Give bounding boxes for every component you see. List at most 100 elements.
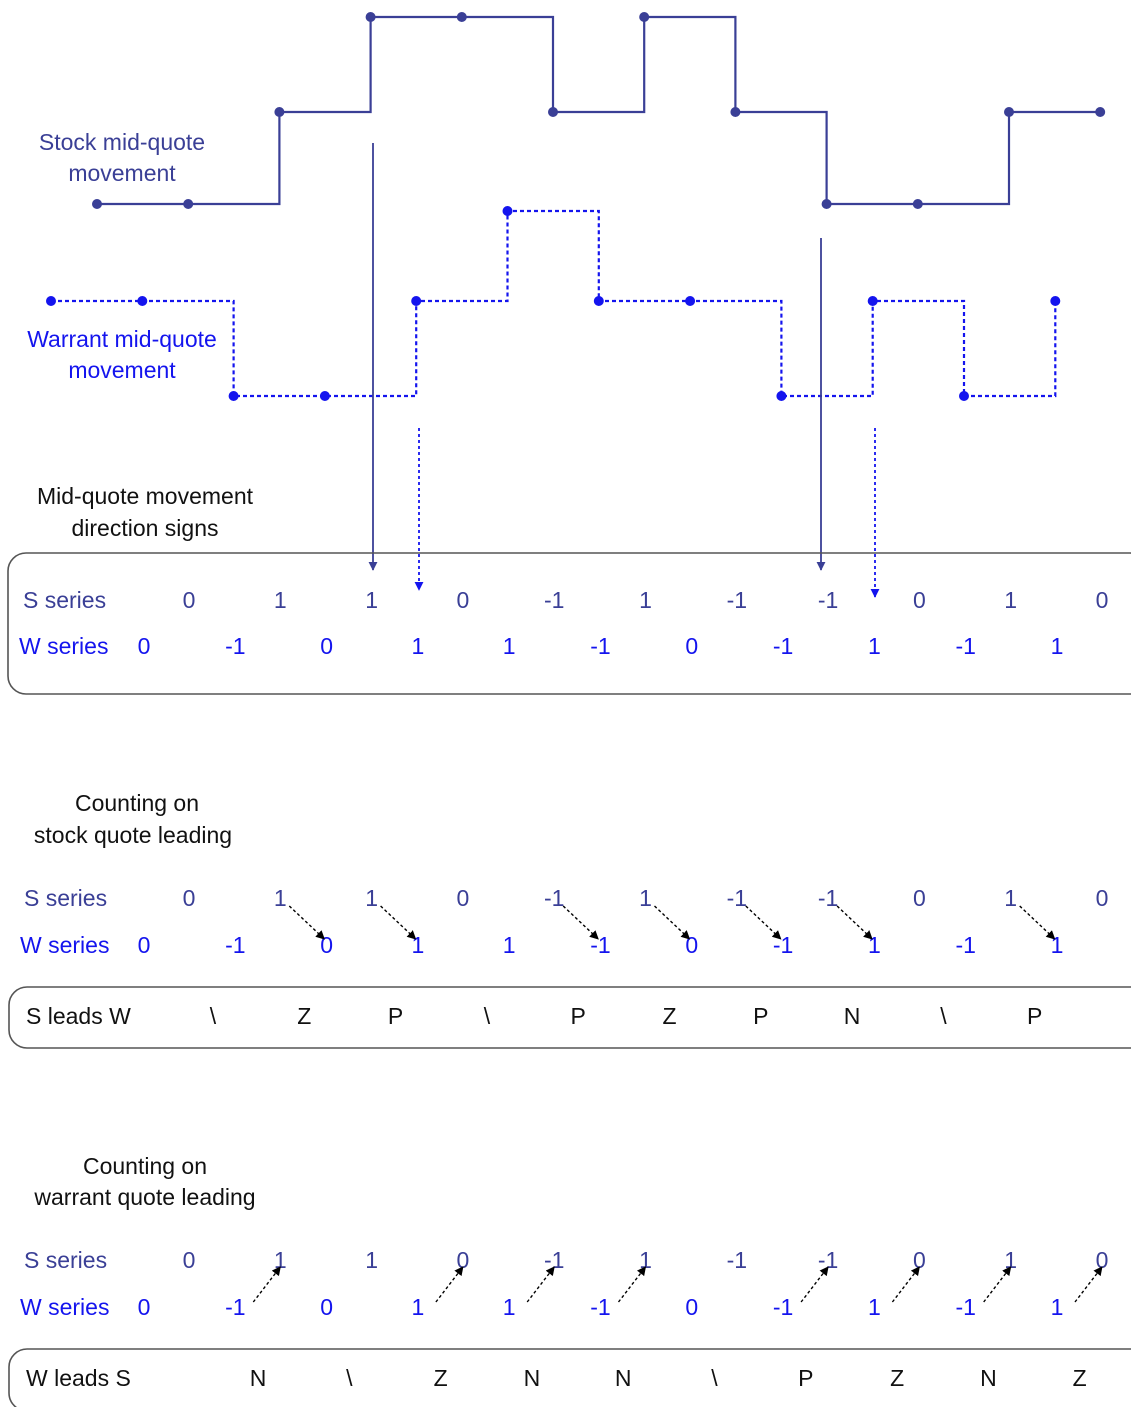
s-leads-w-result: N [844, 1003, 861, 1029]
s-leads-w-result: P [1027, 1003, 1042, 1029]
w-series-label: W series [19, 633, 108, 659]
s-series-label: S series [24, 885, 107, 911]
w-series-value: 1 [1051, 1294, 1064, 1320]
w-leads-s-result: N [250, 1365, 267, 1391]
warrant-quote-point [319, 391, 330, 401]
warrant-movement-label-2: movement [68, 357, 176, 383]
w-leads-s-result: P [798, 1365, 813, 1391]
stock-quote-point [912, 199, 923, 209]
s-leads-w-result: \ [484, 1003, 491, 1029]
w-leads-s-result: Z [1073, 1365, 1087, 1391]
lead-arrow [617, 1266, 647, 1303]
w-series-value: 1 [412, 633, 425, 659]
stock-quote-point [183, 199, 194, 209]
lead-arrow [836, 905, 873, 940]
s-series-value: 1 [639, 587, 652, 613]
stock-quote-point [274, 107, 285, 117]
s-series-value: 1 [365, 587, 378, 613]
s-series-value: 1 [274, 885, 287, 911]
warrant-quote-point [959, 391, 969, 401]
stock-quote-point [92, 199, 102, 209]
warrant-quote-point [137, 296, 148, 306]
warrant-quote-point [228, 391, 239, 401]
s-leads-w-label: S leads W [26, 1003, 131, 1029]
warrant-quote-point [685, 296, 696, 306]
warrant-quote-point [776, 391, 787, 401]
s-series-value: 1 [639, 1247, 652, 1273]
s-series-value: -1 [818, 1247, 838, 1273]
warrant-quote-line [46, 206, 1061, 401]
w-series-value: -1 [773, 932, 793, 958]
s-series-value: -1 [727, 885, 747, 911]
w-series-value: 1 [412, 1294, 425, 1320]
lead-arrow [1019, 905, 1056, 940]
w-series-value: -1 [225, 1294, 245, 1320]
w-series-label: W series [20, 932, 109, 958]
w-series-value: 0 [320, 932, 333, 958]
w-leads-s-result: Z [434, 1365, 448, 1391]
w-series-value: -1 [955, 633, 975, 659]
s-series-value: -1 [544, 885, 564, 911]
w-series-value: -1 [590, 1294, 610, 1320]
w-leads-s-result: Z [890, 1365, 904, 1391]
s-series-value: 1 [365, 885, 378, 911]
s-series-value: -1 [727, 587, 747, 613]
w-leads-s-result: N [524, 1365, 541, 1391]
s-series-value: 0 [1096, 1247, 1109, 1273]
w-series-value: -1 [225, 932, 245, 958]
lead-arrow [1074, 1266, 1103, 1303]
lead-arrow [435, 1266, 464, 1303]
stock-leading-title-2: stock quote leading [34, 822, 232, 848]
s-leads-w-result: P [388, 1003, 403, 1029]
s-series-value: -1 [727, 1247, 747, 1273]
w-series-value: 1 [503, 1294, 516, 1320]
s-series-label: S series [24, 1247, 107, 1273]
w-series-value: 0 [138, 932, 151, 958]
w-series-value: 1 [868, 633, 881, 659]
w-leads-s-result: \ [346, 1365, 353, 1391]
s-series-value: 0 [457, 1247, 470, 1273]
stock-quote-line [92, 12, 1106, 209]
lead-arrow [745, 905, 782, 940]
warrant-quote-point [593, 296, 604, 306]
s-series-value: 0 [913, 587, 926, 613]
s-series-value: 1 [639, 885, 652, 911]
w-series-value: -1 [225, 633, 245, 659]
lead-arrow [891, 1266, 920, 1303]
w-series-value: -1 [590, 932, 610, 958]
s-leads-w-result: Z [297, 1003, 311, 1029]
s-leads-w-result: P [571, 1003, 586, 1029]
w-leads-s-result: \ [711, 1365, 718, 1391]
warrant-movement-label-1: Warrant mid-quote [27, 326, 217, 352]
warrant-quote-point [1050, 296, 1061, 306]
stock-quote-point [548, 107, 558, 117]
stock-movement-label-1: Stock mid-quote [39, 129, 205, 155]
s-series-value: 0 [183, 587, 196, 613]
w-series-value: 0 [138, 1294, 151, 1320]
w-series-label: W series [20, 1294, 109, 1320]
s-series-value: -1 [544, 587, 564, 613]
warrant-quote-point [411, 296, 422, 306]
w-series-value: -1 [955, 1294, 975, 1320]
s-leads-w-result: \ [210, 1003, 217, 1029]
warrant-quote-point [46, 296, 56, 306]
direction-signs-title-2: direction signs [71, 515, 218, 541]
s-series-value: 0 [1096, 885, 1109, 911]
w-series-value: -1 [955, 932, 975, 958]
s-leads-w-result: Z [662, 1003, 676, 1029]
w-series-value: 1 [868, 932, 881, 958]
s-series-value: 1 [274, 1247, 287, 1273]
s-series-value: 1 [1004, 885, 1017, 911]
s-series-value: 0 [913, 885, 926, 911]
s-series-value: 0 [183, 885, 196, 911]
w-leads-s-box [8, 1348, 1131, 1407]
s-series-value: 1 [274, 587, 287, 613]
s-series-value: 1 [1004, 587, 1017, 613]
s-leads-w-box [8, 986, 1131, 1049]
stock-quote-point [1095, 107, 1106, 117]
w-series-value: 0 [320, 1294, 333, 1320]
direction-signs-box [7, 552, 1131, 695]
s-series-value: 0 [457, 587, 470, 613]
lead-arrow [288, 905, 325, 940]
